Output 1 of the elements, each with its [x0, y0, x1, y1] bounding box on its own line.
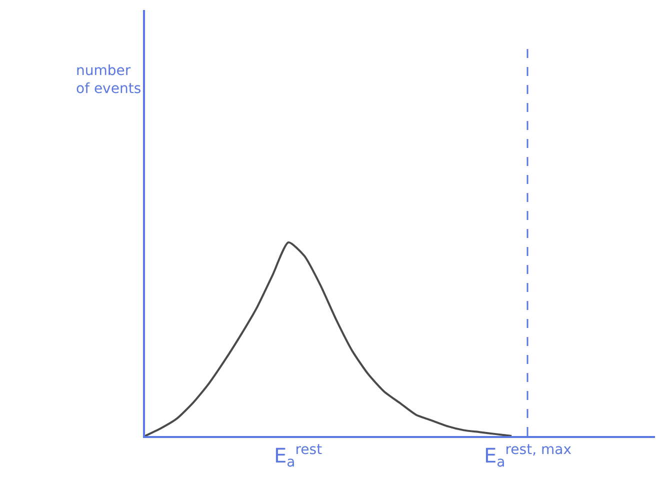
text: number of events — [76, 63, 142, 98]
